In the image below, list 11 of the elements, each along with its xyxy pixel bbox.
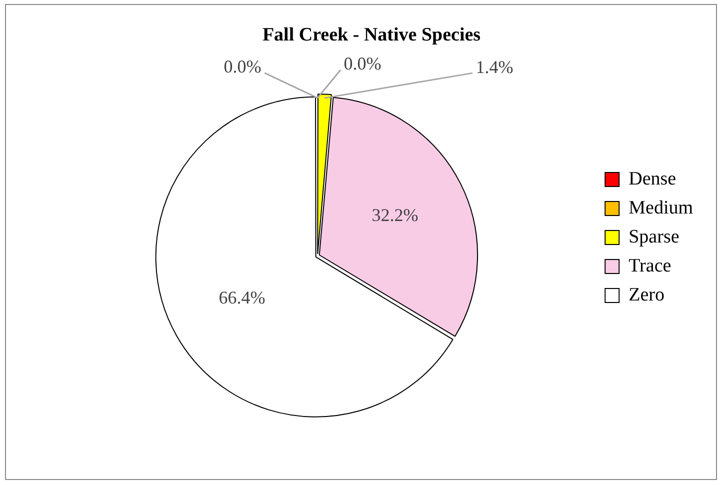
legend-label: Zero bbox=[628, 284, 664, 306]
data-label: 1.4% bbox=[476, 56, 514, 77]
legend-label: Dense bbox=[628, 168, 676, 190]
text: 0.0% bbox=[344, 54, 382, 74]
data-label: 32.2% bbox=[372, 205, 418, 226]
text: 0.0% bbox=[224, 56, 262, 77]
legend-label: Trace bbox=[628, 255, 672, 276]
legend-label: Sparse bbox=[628, 226, 680, 248]
legend-label: Medium bbox=[628, 197, 694, 218]
data-label: 66.4% bbox=[218, 287, 266, 308]
chart-title: Fall Creek - Native Species bbox=[262, 24, 481, 46]
